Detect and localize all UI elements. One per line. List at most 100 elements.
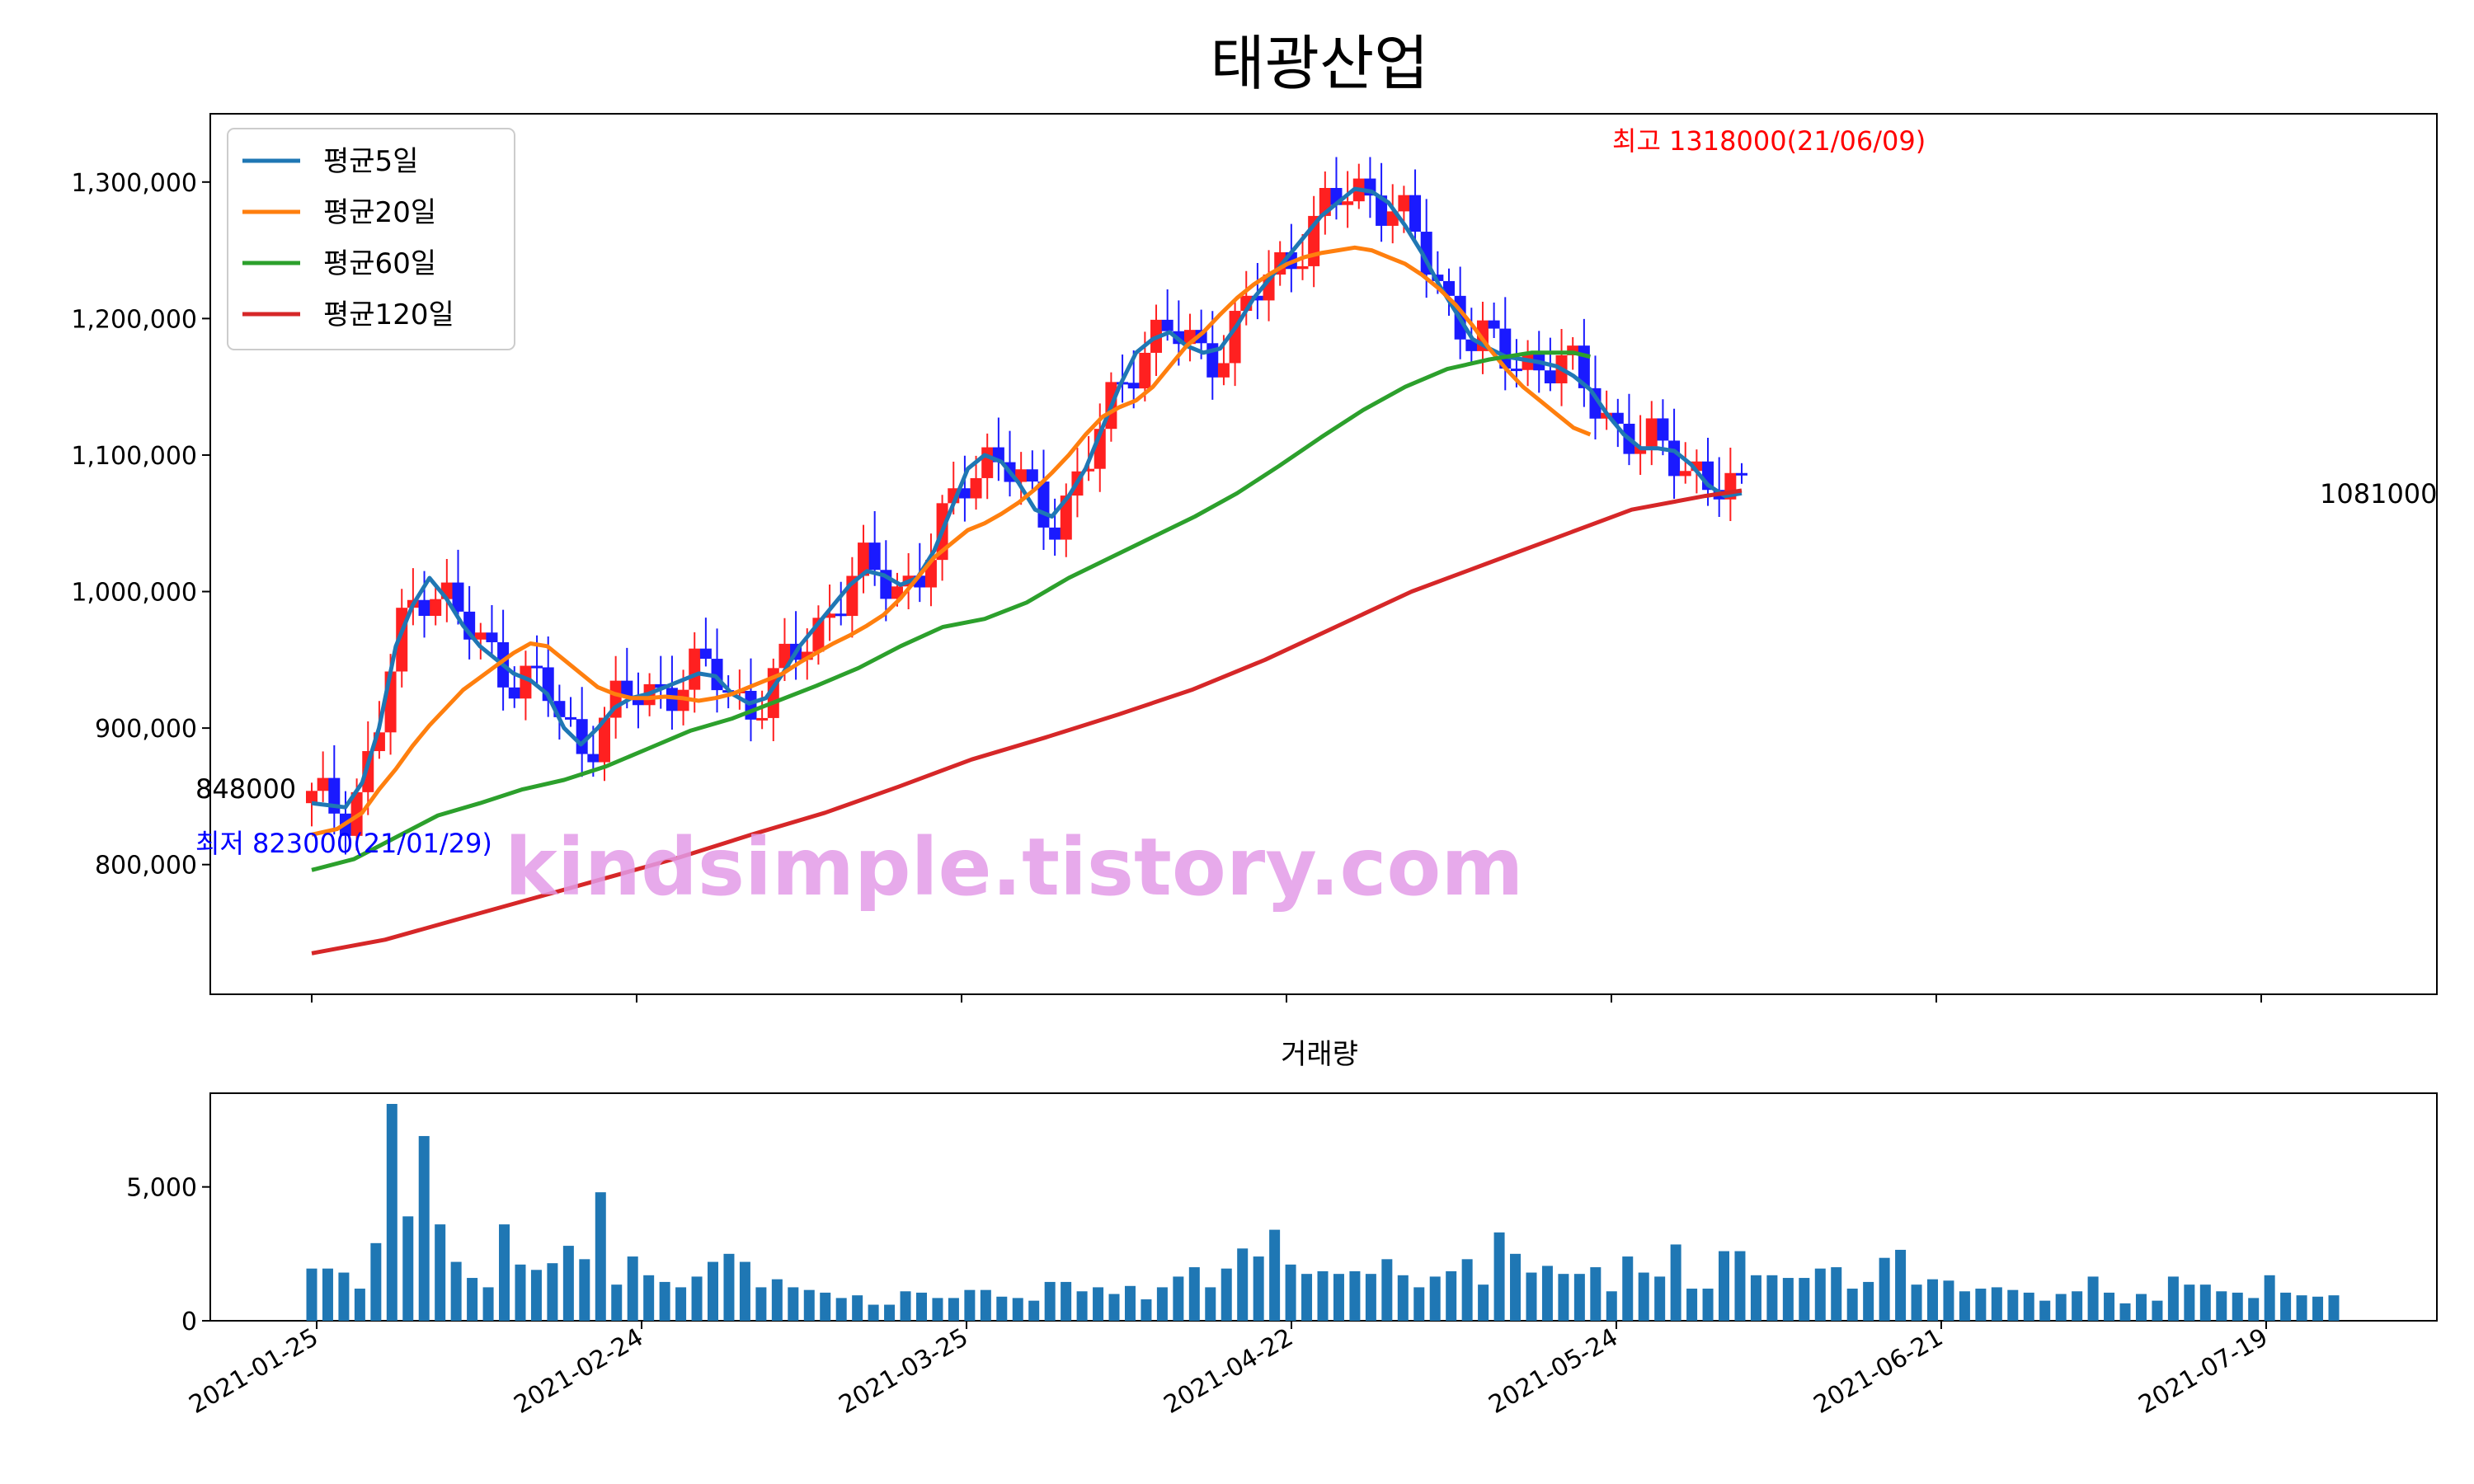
- legend-entry: 평균120일: [323, 298, 454, 331]
- candle-body-down: [745, 690, 757, 720]
- volume-bar: [1734, 1251, 1746, 1321]
- volume-bar: [515, 1264, 526, 1321]
- volume-bar: [2328, 1295, 2340, 1321]
- volume-bar: [2248, 1298, 2260, 1321]
- candle-body-up: [824, 613, 836, 618]
- volume-bar: [627, 1256, 638, 1321]
- volume-bar: [1093, 1287, 1104, 1321]
- candle-body-down: [632, 697, 644, 706]
- volume-bar: [1895, 1249, 1907, 1321]
- volume-bar: [1926, 1279, 1938, 1321]
- candle-body-down: [655, 683, 667, 688]
- legend-entry: 평균20일: [323, 196, 436, 229]
- volume-bar: [2167, 1276, 2179, 1321]
- volume-bar: [1188, 1267, 1200, 1321]
- candle-body-up: [1398, 195, 1410, 212]
- volume-bar: [739, 1261, 750, 1321]
- volume-panel: 거래량 0 5,000 2021-01-25 2021-02-24 2021-03-2…: [126, 1038, 2438, 1420]
- candle-body-down: [576, 719, 588, 754]
- volume-bar: [2216, 1291, 2227, 1321]
- volume-bar: [499, 1224, 510, 1321]
- volume-bar: [2152, 1300, 2163, 1321]
- volume-bar: [835, 1298, 847, 1321]
- candle-body-down: [1488, 320, 1500, 329]
- chart-title: 태광산업: [1211, 29, 1429, 98]
- volume-bar: [306, 1268, 317, 1321]
- volume-bar: [1381, 1259, 1393, 1321]
- volume-bar: [1349, 1270, 1361, 1321]
- volume-bar: [1943, 1280, 1954, 1321]
- volume-bar: [1814, 1268, 1826, 1321]
- volume-bar: [771, 1279, 783, 1321]
- volume-bar: [435, 1224, 446, 1321]
- volume-bar: [2135, 1294, 2147, 1321]
- volume-title: 거래량: [1281, 1038, 1358, 1071]
- candle-body-up: [1296, 265, 1309, 270]
- volume-bar: [1526, 1272, 1537, 1321]
- volume-x-axis: 2021-01-25 2021-02-24 2021-03-25 2021-04-22…: [185, 1321, 2273, 1420]
- candle-body-up: [1060, 495, 1072, 540]
- volume-bar: [1076, 1291, 1088, 1321]
- volume-bar: [2055, 1294, 2067, 1321]
- volume-bar: [1028, 1300, 1040, 1321]
- volume-bar: [1365, 1274, 1376, 1321]
- candle-body-down: [699, 648, 712, 660]
- volume-bar: [1253, 1256, 1264, 1321]
- candle-body-down: [1668, 440, 1681, 477]
- volume-bar: [803, 1289, 815, 1321]
- candle-body-down: [1544, 370, 1556, 383]
- volume-bar: [1654, 1276, 1666, 1321]
- volume-bar: [338, 1272, 350, 1321]
- moving-average-lines: [311, 186, 1743, 956]
- volume-bar: [884, 1304, 896, 1321]
- legend-entry: 평균5일: [323, 145, 418, 178]
- volume-bar: [1750, 1275, 1761, 1321]
- candle-body-down: [1049, 527, 1061, 540]
- volume-bar: [1959, 1291, 1970, 1321]
- candle-body-down: [868, 542, 881, 571]
- volume-bar: [708, 1261, 719, 1321]
- candle-body-up: [1691, 461, 1703, 472]
- volume-bar: [2199, 1284, 2211, 1321]
- volume-bar: [1269, 1229, 1281, 1321]
- candle-body-down: [452, 582, 464, 612]
- volume-bar: [2087, 1276, 2099, 1321]
- candle-body-up: [981, 447, 994, 478]
- volume-bar: [354, 1289, 365, 1321]
- candle-body-up: [970, 477, 982, 499]
- volume-bar: [996, 1296, 1008, 1321]
- candle-body-up: [474, 632, 487, 640]
- legend-entry: 평균60일: [323, 247, 436, 280]
- volume-bar: [2264, 1275, 2275, 1321]
- candle-body-up: [1083, 468, 1095, 472]
- volume-bar: [1670, 1244, 1681, 1321]
- price-plot-frame: [209, 113, 2438, 995]
- candle-body-up: [1015, 469, 1028, 482]
- volume-bar: [643, 1275, 655, 1321]
- volume-bars: [306, 1103, 2340, 1321]
- volume-bar: [386, 1103, 397, 1321]
- volume-bar: [1205, 1287, 1216, 1321]
- candle-body-down: [1409, 195, 1422, 232]
- volume-bar: [1397, 1275, 1409, 1321]
- candle-body-up: [1217, 363, 1230, 378]
- volume-y-axis: 0 5,000: [126, 1174, 210, 1336]
- volume-y-tick-label: 0: [181, 1308, 197, 1336]
- volume-bar: [1301, 1274, 1313, 1321]
- volume-bar: [1461, 1259, 1473, 1321]
- volume-bar: [675, 1287, 687, 1321]
- volume-bar: [723, 1253, 735, 1321]
- candle-body-down: [1736, 472, 1747, 476]
- volume-bar: [2039, 1300, 2051, 1321]
- candle-body-up: [689, 648, 701, 690]
- volume-bar: [900, 1291, 911, 1321]
- candle-body-up: [1139, 352, 1151, 389]
- volume-y-tick-label: 5,000: [126, 1174, 197, 1203]
- date-tick-label: 2021-05-24: [1484, 1323, 1623, 1420]
- price-y-axis: 800,000 900,000 1,000,000 1,100,000 1,200,00…: [71, 169, 210, 881]
- candle-body-up: [317, 777, 329, 791]
- price-y-tick-label: 1,300,000: [71, 169, 197, 198]
- volume-bar: [1173, 1276, 1184, 1321]
